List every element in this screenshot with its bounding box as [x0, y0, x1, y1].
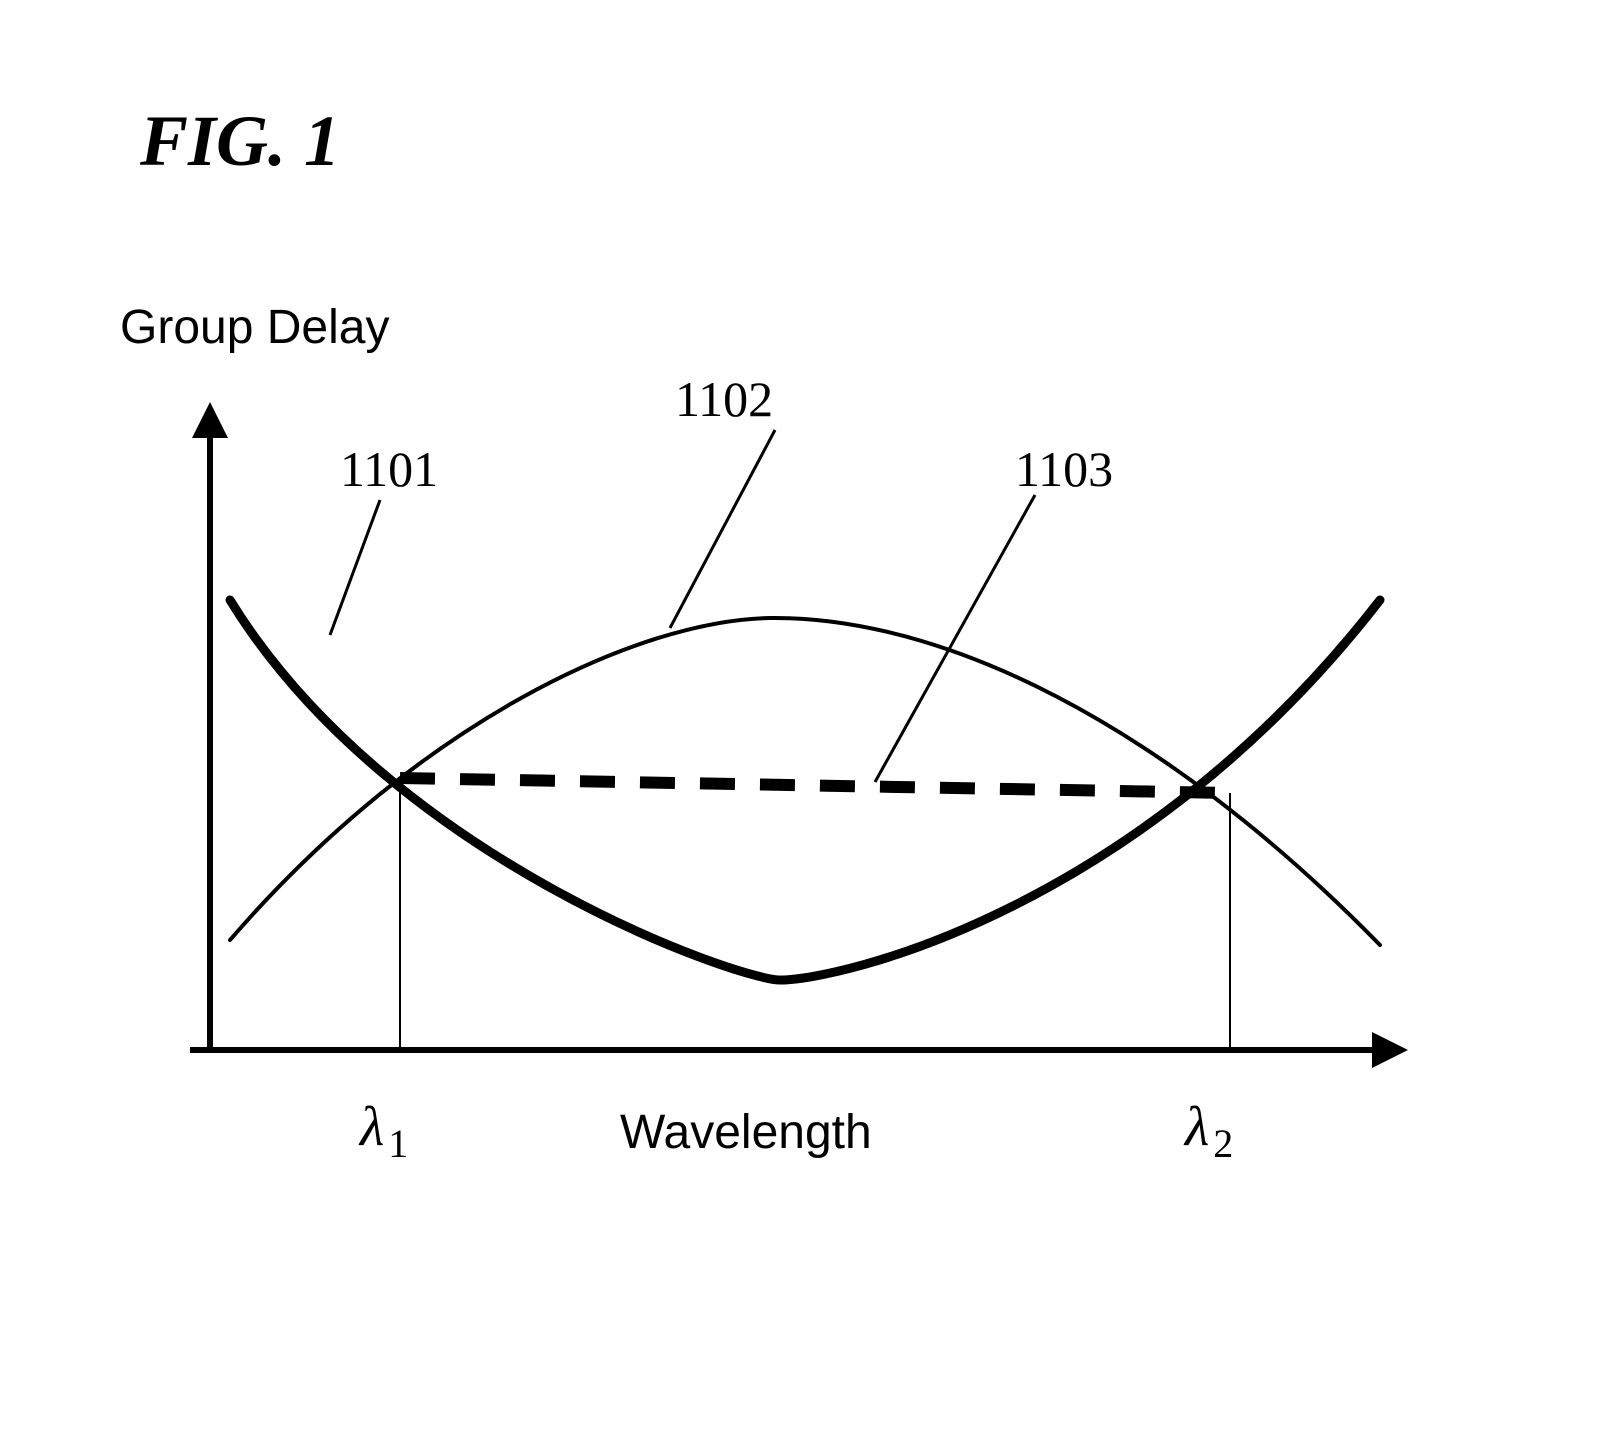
- figure-container: FIG. 1 Group Delay Wavelength 1101 1102 …: [40, 40, 1604, 1410]
- chart-svg: [40, 40, 1604, 1410]
